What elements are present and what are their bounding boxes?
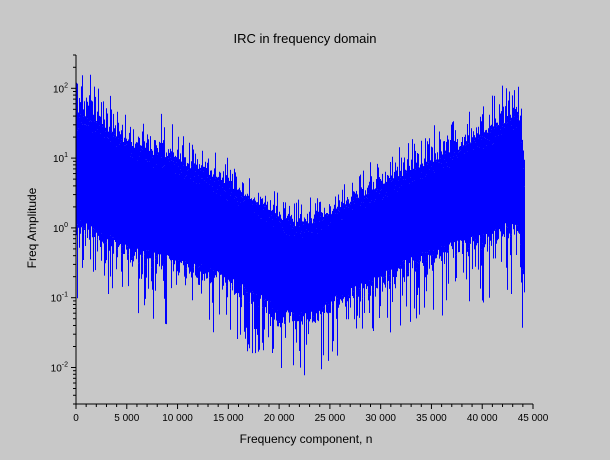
y-tick-exponent: 0: [64, 222, 68, 229]
y-tick-exponent: -2: [62, 362, 68, 369]
y-tick-base: 10: [53, 84, 65, 95]
x-tick-label: 0: [73, 413, 79, 424]
x-tick-label: 20 000: [264, 413, 295, 424]
x-axis-label: Frequency component, n: [240, 432, 373, 446]
y-tick-label: 10-2: [51, 362, 68, 375]
chart-title: IRC in frequency domain: [233, 31, 376, 46]
x-tick-label: 5 000: [114, 413, 139, 424]
x-axis: 0 5 000 10 000 15 000 20 000 25 000 30 000 35 0…: [73, 403, 549, 424]
x-tick-label: 45 000: [518, 413, 549, 424]
y-tick-base: 10: [53, 154, 65, 165]
y-tick-exponent: 2: [64, 82, 68, 89]
x-tick-label: 30 000: [365, 413, 396, 424]
y-tick-base: 10: [53, 224, 65, 235]
y-tick-label: 100: [53, 222, 68, 235]
y-tick-label: 101: [53, 152, 68, 165]
x-tick-label: 35 000: [416, 413, 447, 424]
y-tick-label: 102: [53, 82, 68, 95]
x-tick-label: 10 000: [162, 413, 193, 424]
x-tick-label: 40 000: [467, 413, 498, 424]
x-tick-label: 25 000: [315, 413, 346, 424]
y-tick-exponent: 1: [64, 152, 68, 159]
y-axis-label: Freq Amplitude: [25, 187, 39, 268]
x-tick-label: 15 000: [213, 413, 244, 424]
y-tick-label: 10-1: [51, 292, 68, 305]
series-lower-spikes: [77, 220, 523, 376]
y-tick-exponent: -1: [62, 292, 68, 299]
y-tick-base: 10: [51, 294, 63, 305]
y-tick-base: 10: [51, 364, 63, 375]
